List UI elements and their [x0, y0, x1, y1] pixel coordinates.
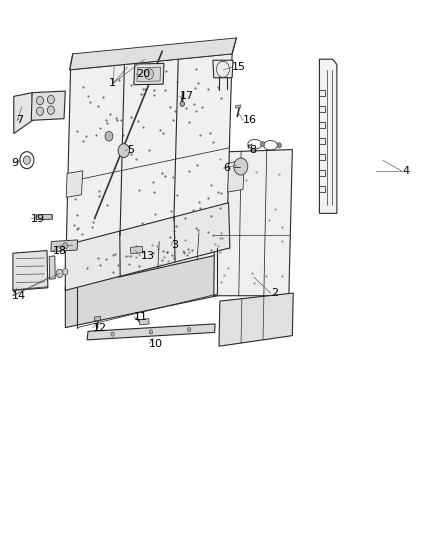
Circle shape	[36, 96, 43, 105]
Polygon shape	[134, 63, 164, 85]
Polygon shape	[319, 59, 337, 213]
Text: 4: 4	[403, 166, 410, 176]
Text: 2: 2	[272, 288, 279, 298]
Polygon shape	[13, 251, 48, 290]
Polygon shape	[131, 246, 143, 254]
Circle shape	[149, 330, 152, 334]
Circle shape	[118, 144, 130, 158]
Polygon shape	[219, 293, 293, 346]
Polygon shape	[70, 38, 237, 70]
Polygon shape	[236, 105, 241, 108]
Polygon shape	[36, 214, 52, 220]
Circle shape	[187, 328, 191, 332]
Polygon shape	[66, 54, 232, 251]
Text: 15: 15	[232, 62, 246, 72]
Circle shape	[261, 142, 265, 147]
Circle shape	[47, 95, 54, 104]
Text: 5: 5	[127, 144, 134, 155]
Polygon shape	[139, 319, 149, 325]
Text: 8: 8	[250, 144, 257, 155]
Circle shape	[145, 69, 153, 79]
Circle shape	[23, 156, 30, 165]
Polygon shape	[49, 256, 55, 279]
Circle shape	[277, 143, 282, 148]
Text: 12: 12	[92, 322, 106, 333]
Polygon shape	[31, 91, 65, 120]
Polygon shape	[14, 93, 33, 134]
Circle shape	[111, 332, 114, 336]
Polygon shape	[87, 324, 215, 340]
Polygon shape	[214, 150, 292, 296]
Text: 7: 7	[16, 115, 23, 125]
Circle shape	[47, 106, 54, 115]
Text: 11: 11	[134, 312, 148, 322]
Text: 3: 3	[171, 240, 178, 250]
Text: 6: 6	[223, 163, 230, 173]
Text: 14: 14	[12, 290, 26, 301]
Circle shape	[56, 269, 63, 278]
Text: 20: 20	[136, 69, 150, 79]
Text: 16: 16	[243, 115, 257, 125]
Circle shape	[63, 269, 68, 275]
Text: 9: 9	[12, 158, 19, 168]
Text: 18: 18	[53, 246, 67, 255]
Text: 10: 10	[149, 338, 163, 349]
Polygon shape	[119, 224, 239, 277]
Polygon shape	[65, 203, 230, 290]
Polygon shape	[65, 245, 230, 328]
Polygon shape	[228, 160, 244, 192]
Polygon shape	[51, 240, 78, 252]
Polygon shape	[213, 60, 233, 78]
Text: 19: 19	[31, 214, 46, 224]
Polygon shape	[66, 171, 83, 197]
Circle shape	[180, 101, 184, 107]
Circle shape	[105, 132, 113, 141]
Polygon shape	[95, 317, 101, 321]
Circle shape	[234, 158, 248, 175]
Circle shape	[63, 243, 68, 249]
Text: 1: 1	[109, 78, 116, 88]
Polygon shape	[137, 67, 160, 82]
Text: 17: 17	[180, 91, 194, 101]
Text: 13: 13	[141, 251, 155, 261]
Circle shape	[36, 107, 43, 116]
